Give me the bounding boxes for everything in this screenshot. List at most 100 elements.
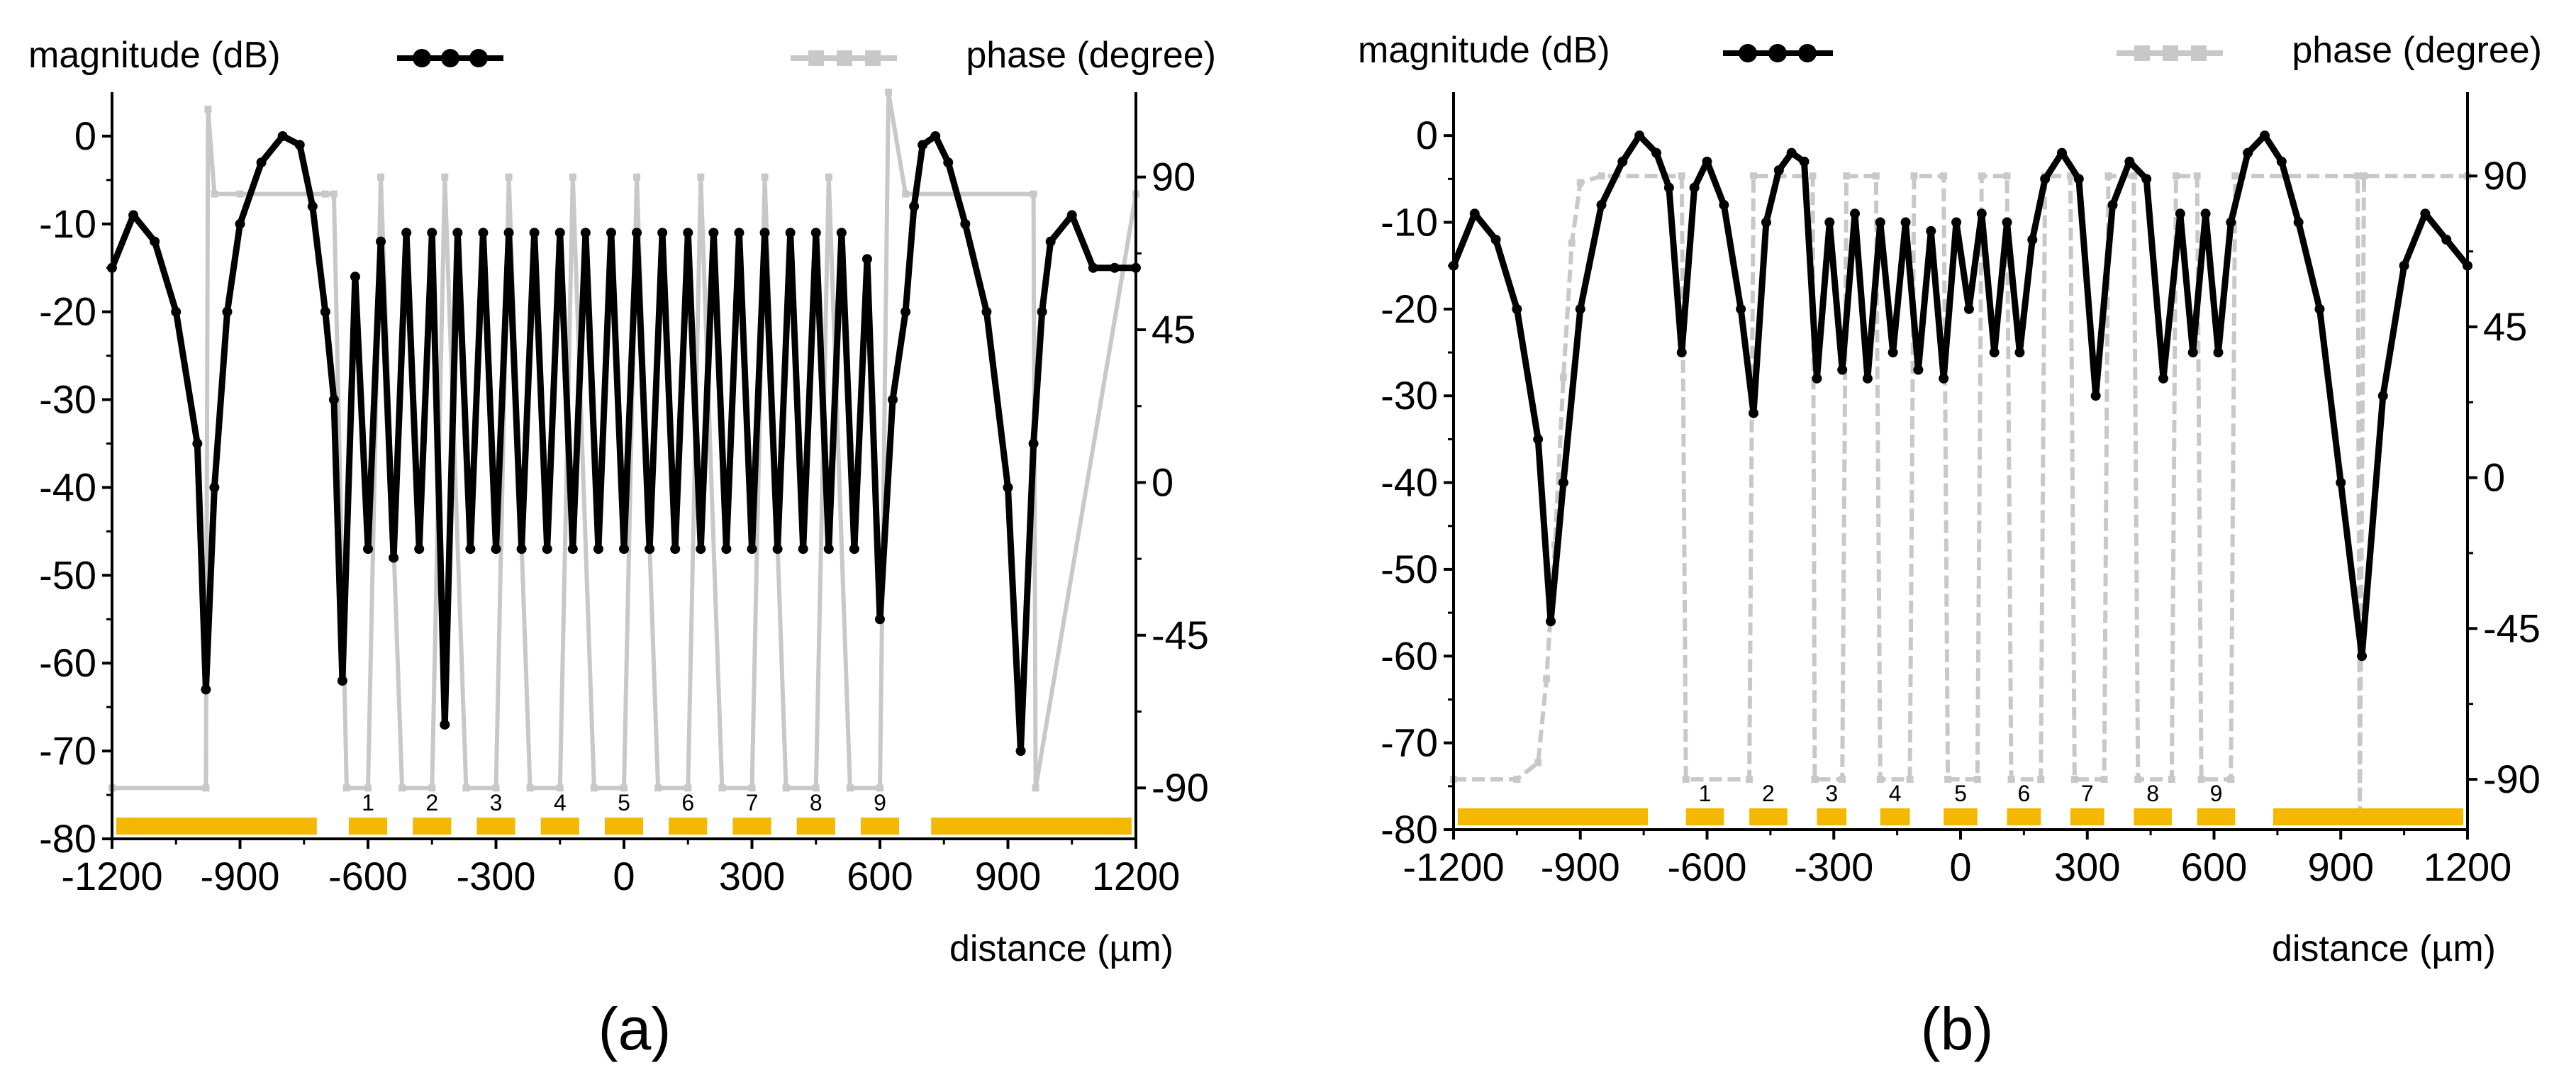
magnitude-point-a-63 bbox=[943, 157, 954, 168]
magnitude-point-b-49 bbox=[2175, 208, 2185, 219]
magnitude-point-b-11 bbox=[1651, 147, 1661, 158]
magnitude-point-a-60 bbox=[909, 201, 920, 212]
magnitude-point-a-23 bbox=[440, 719, 450, 730]
phase-point-b-15 bbox=[1811, 776, 1819, 784]
magnitude-point-a-31 bbox=[542, 544, 552, 554]
magnitude-point-b-30 bbox=[1900, 217, 1911, 228]
magnitude-point-a-46 bbox=[734, 228, 745, 238]
magnitude-point-b-14 bbox=[1689, 182, 1700, 193]
phase-point-b-13 bbox=[1750, 172, 1758, 180]
magnitude-point-b-16 bbox=[1719, 200, 1729, 211]
phase-point-b-16 bbox=[1839, 776, 1846, 784]
y-right-tick-label-a-2: 0 bbox=[1152, 459, 1173, 504]
electrode-bar-a-5 bbox=[604, 818, 644, 835]
y-right-tick-label-b-1: 45 bbox=[2483, 304, 2527, 349]
magnitude-point-b-29 bbox=[1888, 347, 1898, 358]
phase-point-b-26 bbox=[2003, 172, 2011, 180]
phase-point-a-17 bbox=[556, 784, 564, 792]
phase-point-b-38 bbox=[2193, 172, 2201, 180]
x-tick-label-b-2: -600 bbox=[1667, 845, 1746, 889]
phase-point-b-44 bbox=[2360, 172, 2368, 180]
magnitude-point-a-49 bbox=[772, 544, 783, 554]
legend-magnitude-marker-a bbox=[397, 49, 503, 67]
phase-point-b-22 bbox=[1940, 172, 1948, 180]
plot-area-b: 1 2 3 4 5 6 7 8 9-1200 -900 -600 -300 0 300 600 900 1200… bbox=[1381, 92, 2541, 889]
magnitude-point-a-20 bbox=[401, 228, 412, 238]
y-left-tick-label-a-4: -40 bbox=[39, 464, 96, 509]
phase-point-b-2 bbox=[1534, 759, 1542, 767]
magnitude-point-b-37 bbox=[1989, 347, 2000, 358]
y-right-tick-label-b-4: -90 bbox=[2483, 757, 2541, 801]
electrode-bar-a-1 bbox=[348, 818, 388, 835]
y-left-tick-label-a-2: -20 bbox=[39, 289, 96, 334]
phase-point-a-12 bbox=[441, 173, 449, 181]
phase-point-a-21 bbox=[633, 173, 641, 181]
magnitude-point-b-50 bbox=[2187, 347, 2198, 358]
magnitude-point-b-31 bbox=[1913, 364, 1924, 375]
y-left-tick-label-a-6: -60 bbox=[39, 640, 96, 685]
phase-point-b-5 bbox=[1559, 373, 1567, 381]
phase-point-b-42 bbox=[2354, 172, 2362, 180]
magnitude-point-a-45 bbox=[721, 544, 732, 554]
magnitude-point-b-28 bbox=[1875, 217, 1885, 228]
magnitude-point-b-34 bbox=[1951, 217, 1962, 228]
electrode-bar-b-9 bbox=[2197, 808, 2236, 825]
magnitude-point-b-21 bbox=[1786, 147, 1797, 158]
magnitude-point-a-64 bbox=[960, 218, 971, 229]
phase-point-a-34 bbox=[902, 190, 910, 198]
phase-point-b-32 bbox=[2100, 776, 2108, 784]
phase-point-b-25 bbox=[1978, 172, 1985, 180]
magnitude-point-a-8 bbox=[235, 218, 245, 229]
electrode-label-b-2: 2 bbox=[1762, 781, 1775, 806]
electrode-bar-a-7 bbox=[732, 818, 771, 835]
magnitude-point-a-2 bbox=[150, 236, 160, 247]
magnitude-point-a-36 bbox=[606, 228, 616, 238]
magnitude-point-a-53 bbox=[823, 544, 834, 554]
x-tick-label-b-3: -300 bbox=[1794, 845, 1873, 889]
magnitude-point-b-25 bbox=[1837, 364, 1848, 375]
y-left-tick-label-a-7: -70 bbox=[39, 728, 96, 773]
x-tick-label-b-1: -900 bbox=[1541, 845, 1620, 889]
magnitude-point-b-56 bbox=[2276, 156, 2287, 167]
phase-point-b-41 bbox=[2231, 172, 2239, 180]
magnitude-point-b-24 bbox=[1824, 217, 1835, 228]
phase-point-b-31 bbox=[2070, 776, 2078, 784]
electrode-label-a-5: 5 bbox=[618, 790, 630, 815]
electrode-label-a-7: 7 bbox=[746, 790, 759, 815]
phase-point-a-28 bbox=[782, 784, 790, 792]
phase-point-b-8 bbox=[1598, 172, 1605, 180]
y-right-tick-label-a-1: 45 bbox=[1152, 307, 1195, 352]
magnitude-point-a-68 bbox=[1028, 438, 1039, 449]
electrode-label-b-5: 5 bbox=[1954, 781, 1967, 806]
magnitude-point-a-58 bbox=[888, 394, 898, 405]
phase-point-a-22 bbox=[654, 784, 662, 792]
panel-a: magnitude (dB) phase (degree) 1 2 3 4 5 6 7 8 9-… bbox=[28, 35, 1216, 1062]
x-axis-label-a: distance (µm) bbox=[949, 928, 1173, 969]
magnitude-point-b-54 bbox=[2243, 147, 2253, 158]
magnitude-point-a-69 bbox=[1037, 306, 1047, 317]
magnitude-point-a-28 bbox=[503, 228, 514, 238]
magnitude-point-a-24 bbox=[452, 228, 463, 238]
x-tick-label-b-6: 600 bbox=[2181, 845, 2247, 889]
magnitude-point-a-41 bbox=[670, 544, 681, 554]
y-right-tick-label-a-4: -90 bbox=[1152, 765, 1209, 810]
y-right-tick-label-b-2: 0 bbox=[2483, 455, 2505, 500]
magnitude-point-a-37 bbox=[619, 544, 629, 554]
magnitude-point-a-40 bbox=[657, 228, 668, 238]
magnitude-point-b-26 bbox=[1850, 208, 1861, 219]
electrode-bar-b-3 bbox=[1817, 808, 1847, 825]
magnitude-point-a-51 bbox=[798, 544, 808, 554]
electrode-bar-b-0 bbox=[1457, 808, 1649, 825]
magnitude-point-a-39 bbox=[645, 544, 655, 554]
phase-point-a-31 bbox=[846, 784, 854, 792]
phase-point-a-13 bbox=[462, 784, 470, 792]
phase-point-b-17 bbox=[1843, 172, 1851, 180]
magnitude-point-b-1 bbox=[1469, 208, 1480, 219]
panel-label-b: (b) bbox=[1921, 996, 1994, 1062]
magnitude-point-a-65 bbox=[981, 306, 992, 317]
phase-point-a-27 bbox=[761, 173, 769, 181]
phase-point-a-7 bbox=[342, 784, 350, 792]
y-left-tick-label-b-2: -20 bbox=[1381, 286, 1438, 331]
phase-point-a-18 bbox=[569, 173, 576, 181]
